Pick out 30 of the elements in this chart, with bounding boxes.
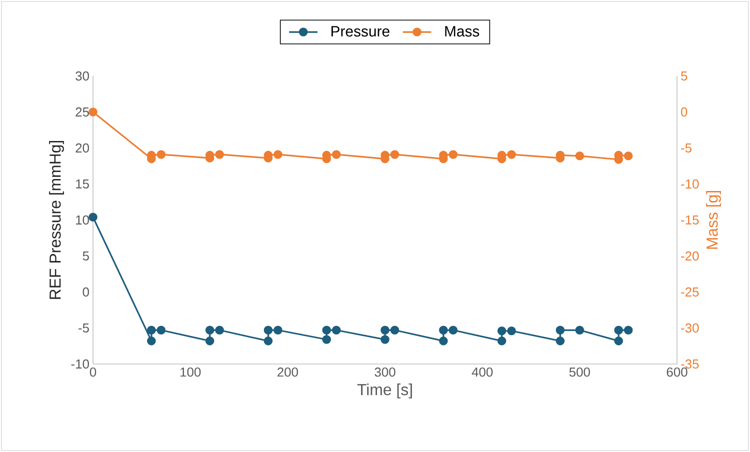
y-tick-label: 15 [76,179,89,189]
y2-tick-label: -25 [681,287,699,297]
y-tick-label: 0 [82,287,89,297]
y-tick-label: 25 [76,107,89,117]
y2-tick-label: -15 [681,215,699,225]
y2-tick-label: -30 [681,323,699,333]
y-tick-label: 10 [76,215,89,225]
y2-tick-label: 0 [681,107,688,117]
x-tick-label: 200 [278,368,298,377]
y-axis-title: REF Pressure [mmHg] [49,140,64,299]
x-tick-label: 500 [569,368,590,377]
y-tick-label: 20 [76,143,89,153]
y-tick-label: -5 [78,323,89,332]
y2-axis-title: Mass [g] [706,191,721,249]
x-tick-label: 600 [666,368,688,377]
x-axis-title: Time [s] [357,384,412,398]
legend-label: Pressure [331,26,390,37]
y2-tick-label: -10 [681,179,699,189]
y2-tick-label: 5 [681,71,688,81]
x-tick-label: 400 [472,368,493,377]
x-tick-label: 0 [90,368,96,377]
x-tick-label: 300 [374,368,396,377]
x-tick-label: 100 [180,368,201,377]
y-tick-label: 5 [82,251,89,261]
y2-tick-label: -5 [681,143,692,153]
y2-tick-label: -35 [681,359,699,369]
y2-tick-label: -20 [681,251,699,261]
y-tick-label: 30 [76,71,89,81]
y-tick-label: -10 [71,359,89,369]
legend-label: Mass [445,26,480,37]
